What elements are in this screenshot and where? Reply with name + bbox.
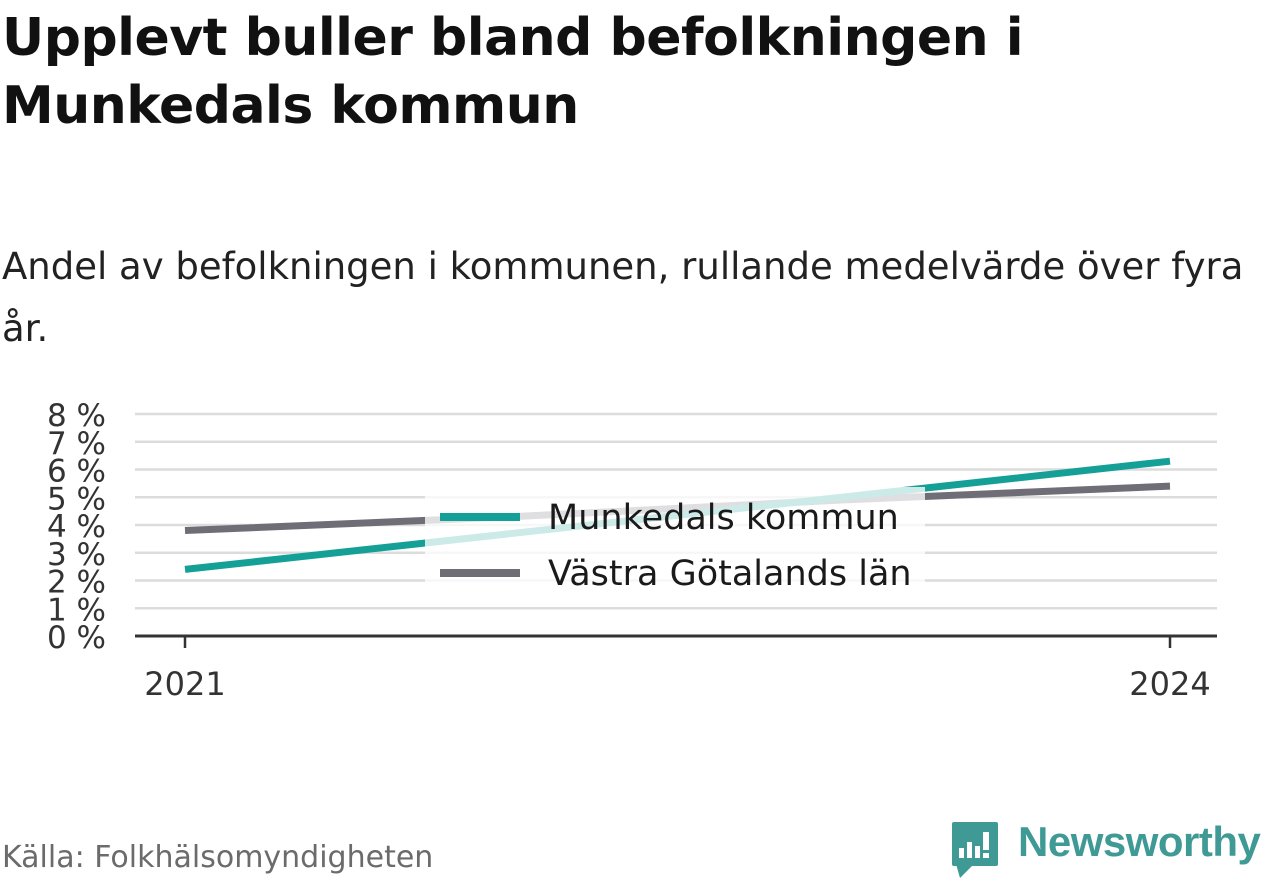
x-tick-label: 2021 [144, 665, 225, 703]
line-chart: 0 %1 %2 %3 %4 %5 %6 %7 %8 % Munkedals ko… [47, 398, 1217, 703]
y-tick-label: 7 % [47, 426, 106, 462]
legend: Munkedals kommun Västra Götalands län [425, 487, 925, 607]
brand[interactable]: Newsworthy [950, 818, 1261, 880]
chart-title: Upplevt buller bland befolkningen i Munk… [2, 8, 1024, 136]
x-tick-label: 2024 [1129, 665, 1210, 703]
y-tick-label: 3 % [47, 537, 106, 573]
legend-label: Västra Götalands län [548, 554, 912, 594]
y-tick-label: 4 % [47, 509, 106, 545]
legend-background [425, 487, 925, 607]
chart-subtitle: Andel av befolkningen i kommunen, rullan… [2, 245, 1244, 350]
y-tick-label: 6 % [47, 454, 106, 490]
y-axis-ticks: 0 %1 %2 %3 %4 %5 %6 %7 %8 % [47, 398, 106, 656]
newsworthy-logo-icon [952, 822, 998, 878]
y-tick-label: 0 % [47, 620, 106, 656]
legend-label: Munkedals kommun [548, 498, 899, 538]
y-tick-label: 1 % [47, 592, 106, 628]
y-tick-label: 5 % [47, 481, 106, 517]
x-axis: 2021 2024 [135, 634, 1217, 703]
y-tick-label: 2 % [47, 565, 106, 601]
brand-name: Newsworthy [1018, 818, 1261, 865]
y-tick-label: 8 % [47, 398, 106, 434]
source-note: Källa: Folkhälsomyndigheten [2, 840, 434, 875]
